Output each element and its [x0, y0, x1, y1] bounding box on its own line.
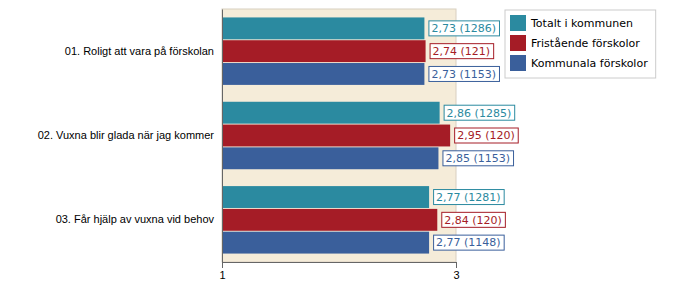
data-label-box	[434, 235, 505, 250]
legend: Totalt i kommunen Fristående förskolor Kom…	[505, 10, 656, 78]
data-label-box	[429, 66, 500, 81]
x-tick-label: 3	[453, 269, 459, 281]
bar	[222, 209, 437, 231]
data-label-text: 2,74 (121)	[433, 45, 491, 58]
data-label-text: 2,73 (1286)	[431, 22, 496, 35]
legend-swatch	[510, 55, 526, 71]
x-axis-line	[223, 263, 457, 269]
bar	[222, 63, 424, 85]
y-tick: 02. Vuxna blir glada när jag kommer	[38, 129, 222, 141]
x-tick-mark	[456, 262, 457, 268]
legend-frame	[505, 10, 656, 78]
data-label-text: 2,84 (120)	[444, 214, 502, 227]
legend-label: Totalt i kommunen	[530, 17, 633, 30]
data-label: 2,95 (120)	[455, 128, 519, 143]
data-label: 2,77 (1281)	[434, 190, 505, 205]
data-label: 2,73 (1286)	[429, 21, 500, 36]
data-label-box	[444, 105, 515, 120]
x-tick: 1	[219, 262, 225, 281]
y-tick-label: 03. Får hjälp av vuxna vid behov	[56, 213, 215, 225]
data-label-box	[442, 212, 506, 227]
data-label-box	[434, 190, 505, 205]
y-tick: 01. Roligt att vara på förskolan	[65, 45, 222, 57]
data-label: 2,85 (1153)	[443, 151, 514, 166]
data-label-box	[455, 128, 519, 143]
data-label: 2,74 (121)	[430, 44, 494, 59]
y-axis: 01. Roligt att vara på förskolan 02. Vuxn…	[38, 10, 223, 263]
bar	[222, 40, 426, 62]
bar	[222, 102, 440, 124]
legend-label: Kommunala förskolor	[531, 57, 648, 70]
data-label: 2,73 (1153)	[429, 66, 500, 81]
chart: 2,73 (1286) 2,86 (1285) 2,77 (1281) 2,74 (1…	[0, 0, 689, 287]
bar	[222, 17, 424, 39]
legend-swatch	[510, 35, 526, 51]
data-label-text: 2,86 (1285)	[447, 107, 512, 120]
data-label-text: 2,85 (1153)	[445, 152, 510, 165]
bar	[222, 125, 450, 147]
data-label-box	[443, 151, 514, 166]
x-axis: 13	[219, 262, 459, 281]
y-tick-label: 02. Vuxna blir glada när jag kommer	[38, 129, 215, 141]
legend-swatch	[510, 15, 526, 31]
legend-label: Fristående förskolor	[531, 37, 640, 50]
plot-background	[222, 9, 456, 262]
y-axis-line	[222, 10, 223, 263]
bar	[222, 232, 429, 254]
y-tick-label: 01. Roligt att vara på förskolan	[65, 45, 214, 57]
bar	[222, 186, 429, 208]
bars	[222, 17, 450, 253]
data-label: 2,86 (1285)	[444, 105, 515, 120]
data-label-box	[430, 44, 494, 59]
data-label: 2,84 (120)	[442, 212, 506, 227]
y-tick: 03. Får hjälp av vuxna vid behov	[56, 213, 222, 225]
data-label-text: 2,77 (1148)	[436, 236, 501, 249]
x-tick-mark	[222, 262, 223, 268]
data-label-text: 2,73 (1153)	[431, 68, 496, 81]
x-tick: 3	[453, 262, 459, 281]
data-label: 2,77 (1148)	[434, 235, 505, 250]
x-tick-label: 1	[219, 269, 225, 281]
data-label-text: 2,77 (1281)	[436, 191, 501, 204]
data-label-box	[429, 21, 500, 36]
data-label-text: 2,95 (120)	[457, 129, 515, 142]
bar	[222, 147, 438, 169]
